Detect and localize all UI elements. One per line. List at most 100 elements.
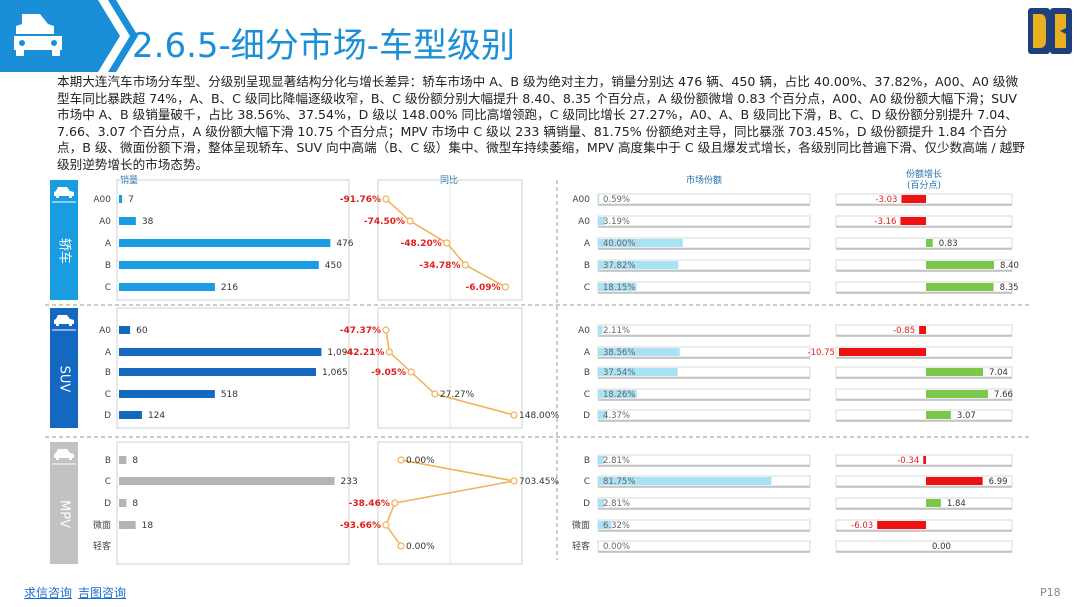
sales-category-label: C [105,477,111,487]
share-change-track [835,388,1013,400]
sales-bar [119,411,142,419]
panel-label: MPV [57,500,72,528]
share-change-track [835,259,1013,271]
sedan-icon [54,187,74,198]
share-change-label: -0.34 [897,456,919,466]
suv-icon [54,315,74,326]
sales-category-label: 微面 [93,519,111,531]
share-change-bar [900,217,926,225]
share-change-bar [926,477,983,485]
share-category-label: D [583,411,590,421]
share-change-bar [926,499,941,507]
sales-category-label: D [104,499,111,509]
share-change-track [835,366,1013,378]
share-change-unit: (百分点) [907,180,941,191]
sales-value-label: 38 [142,217,154,227]
share-change-track [835,281,1013,293]
mpv-icon [54,449,74,460]
sales-category-label: A [105,239,112,249]
share-change-bar [926,261,995,269]
yoy-point [501,283,510,291]
share-change-bar [926,239,933,247]
yoy-value-label: -74.50% [364,217,405,227]
sales-value-label: 124 [148,411,165,421]
share-change-label: -6.03 [851,521,873,531]
share-value-label: 18.15% [603,283,635,293]
icon-wheel [56,324,59,326]
yoy-point [510,411,518,419]
share-change-label: -3.16 [874,217,896,227]
icon-wheel [69,458,72,460]
share-change-bar [926,368,984,376]
share-category-label: C [584,390,590,400]
share-value-label: 81.75% [603,477,635,487]
share-change-bar [923,456,926,464]
share-bar [598,326,603,334]
share-change-track [835,409,1013,421]
sales-bar [119,390,215,398]
share-change-track [835,237,1013,249]
page-title: 2.6.5-细分市场-车型级别 [132,26,516,66]
share-bar [598,217,605,225]
icon-shape [54,315,74,324]
sales-value-label: 233 [341,477,358,487]
sales-bar [119,456,127,464]
sales-value-label: 7 [128,195,134,205]
share-bar [598,390,637,398]
share-category-label: C [584,477,590,487]
share-change-label: 0.00 [932,542,951,552]
share-value-label: 0.59% [603,195,630,205]
share-category-label: B [584,368,590,378]
share-category-label: 微面 [572,519,590,531]
page-number: P18 [1040,586,1061,599]
sales-bar [119,521,136,529]
sales-category-label: B [105,456,111,466]
share-change-track [835,475,1013,487]
sales-value-label: 8 [132,499,138,509]
yoy-point [382,195,390,203]
share-bar [598,521,612,529]
sales-value-label: 216 [221,283,238,293]
yoy-value-label: -93.66% [340,521,381,531]
share-category-label: B [584,456,590,466]
footer-link-jitu[interactable]: 吉图咨询 [78,586,127,600]
share-bar [598,368,678,376]
share-change-track [835,540,1013,552]
yoy-value-label: -9.05% [371,368,406,378]
share-change-label: 3.07 [957,411,976,421]
sales-category-label: A0 [99,217,111,227]
yoy-point [431,390,439,398]
share-change-label: -10.75 [808,348,835,358]
footer-link-qiuxin[interactable]: 求信咨询 [24,586,73,600]
sales-value-label: 450 [325,261,342,271]
footer-links: 求信咨询 吉图咨询 [24,584,132,601]
sales-value-label: 8 [132,456,138,466]
share-bar [598,261,679,269]
share-change-column-header: 份额增长 [906,168,942,180]
share-value-label: 2.81% [603,456,630,466]
share-value-label: 2.11% [603,326,630,336]
header-banner [0,0,1072,72]
share-bar [598,283,637,291]
share-value-label: 3.19% [603,217,630,227]
panel-label: 轿车 [57,238,73,264]
share-value-label: 2.81% [603,499,630,509]
sales-bar [119,368,317,376]
share-change-bar [926,390,989,398]
icon-shape [54,449,74,458]
sales-category-label: C [105,390,111,400]
share-change-label: 0.83 [939,239,958,249]
share-change-bar [926,411,951,419]
share-bar [598,499,604,507]
share-change-track [835,497,1013,509]
yoy-value-label: -38.46% [349,499,390,509]
share-bar [598,477,772,485]
share-change-label: 8.35 [1000,283,1019,293]
share-change-bar [926,283,994,291]
yoy-value-label: -42.21% [343,348,384,358]
share-change-label: -0.85 [893,326,915,336]
share-change-label: 1.84 [947,499,966,509]
share-change-label: 6.99 [989,477,1008,487]
yoy-value-label: 148.00% [519,411,559,421]
yoy-value-label: 703.45% [519,477,559,487]
